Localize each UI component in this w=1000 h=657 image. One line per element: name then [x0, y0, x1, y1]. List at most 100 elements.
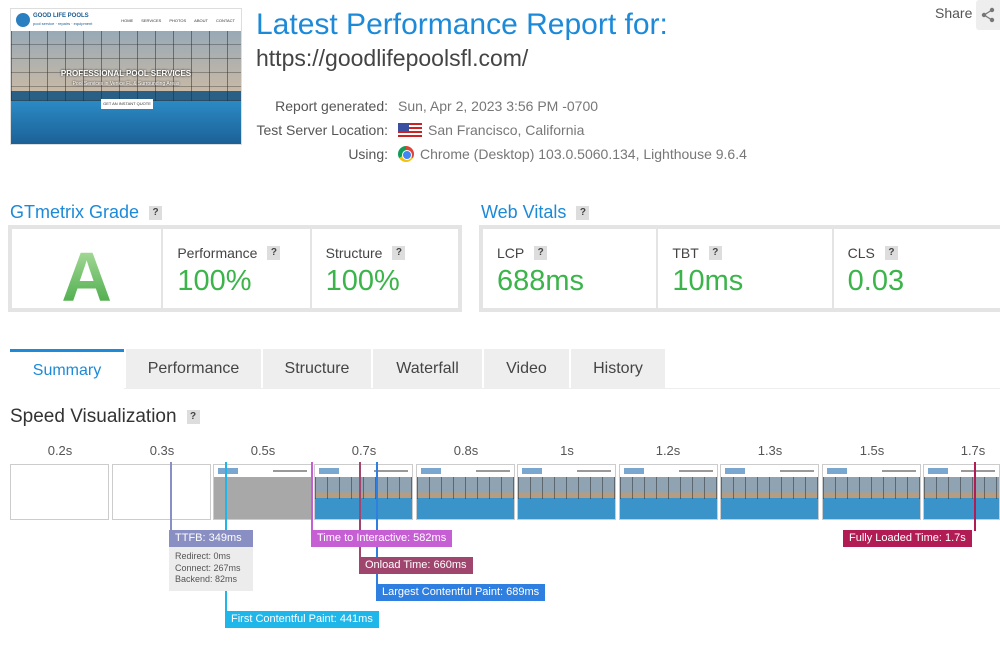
backend-time: Backend: 82ms [175, 574, 238, 584]
tab-video[interactable]: Video [484, 349, 569, 389]
thumbnail-hero-button: GET AN INSTANT QUOTE [101, 99, 153, 109]
filmstrip-frame[interactable] [923, 464, 1000, 520]
lcp-value: 688ms [497, 265, 585, 297]
cls-cell: CLS? 0.03 [833, 229, 1000, 308]
thumbnail-nav-item: SERVICES [141, 18, 162, 23]
structure-value: 100% [325, 265, 400, 297]
chrome-icon [398, 146, 414, 162]
tab-waterfall[interactable]: Waterfall [373, 349, 482, 389]
lcp-help-icon[interactable]: ? [534, 246, 548, 260]
thumbnail-nav-item: CONTACT [215, 18, 235, 23]
filmstrip-frame[interactable] [314, 464, 413, 520]
filmstrip-frame[interactable] [720, 464, 819, 520]
grade-section-title: GTmetrix Grade ? [10, 202, 163, 223]
tab-history[interactable]: History [571, 349, 665, 389]
ttfb-marker[interactable]: TTFB: 349ms [169, 530, 253, 547]
thumbnail-nav-item: PHOTOS [169, 18, 187, 23]
page-title: Latest Performance Report for: [256, 8, 668, 41]
timeline-tick: 1.3s [757, 443, 783, 458]
meta-generated: Report generated: Sun, Apr 2, 2023 3:56 … [230, 98, 830, 118]
timeline-tick: 1s [560, 443, 574, 458]
cls-value: 0.03 [847, 265, 905, 297]
redirect-time: Redirect: 0ms [175, 551, 231, 561]
onload-marker[interactable]: Onload Time: 660ms [359, 557, 473, 574]
performance-value: 100% [177, 265, 252, 297]
meta-using: Using: Chrome (Desktop) 103.0.5060.134, … [230, 146, 830, 166]
tbt-value: 10ms [672, 265, 744, 297]
timeline-tick: 0.7s [351, 443, 377, 458]
fully-loaded-line [974, 462, 976, 531]
performance-help-icon[interactable]: ? [267, 246, 281, 260]
vitals-help-icon[interactable]: ? [576, 205, 590, 220]
lcp-marker[interactable]: Largest Contentful Paint: 689ms [376, 584, 546, 601]
filmstrip-frame[interactable] [619, 464, 718, 520]
grade-help-icon[interactable]: ? [149, 205, 163, 220]
grade-title: GTmetrix Grade [10, 202, 140, 222]
tbt-help-icon[interactable]: ? [708, 246, 722, 260]
thumbnail-logo: GOOD LIFE POOLS [33, 13, 89, 19]
thumbnail-nav-item: HOME [121, 18, 134, 23]
filmstrip-frame[interactable] [517, 464, 616, 520]
speed-title: Speed Visualization [10, 406, 177, 427]
thumbnail-nav: HOME SERVICES PHOTOS ABOUT CONTACT [121, 18, 235, 23]
filmstrip-frame[interactable] [416, 464, 515, 520]
cls-help-icon[interactable]: ? [884, 246, 898, 260]
tab-summary[interactable]: Summary [10, 349, 124, 389]
speed-visualization-title: Speed Visualization ? [10, 406, 200, 428]
onload-line [359, 462, 361, 558]
tbt-label: TBT [672, 245, 699, 261]
lcp-cell: LCP? 688ms [483, 229, 657, 308]
timeline-tick: 0.5s [250, 443, 276, 458]
generated-text: Sun, Apr 2, 2023 3:56 PM -0700 [398, 98, 599, 114]
report-url[interactable]: https://goodlifepoolsfl.com/ [256, 45, 529, 71]
thumbnail-hero-subtitle: Pool Services in Venice FL & Surrounding… [72, 81, 180, 87]
tab-divider [124, 388, 1000, 389]
share-button[interactable] [976, 0, 1000, 30]
timeline-tick: 0.8s [453, 443, 479, 458]
structure-cell: Structure? 100% [311, 229, 459, 308]
speed-help-icon[interactable]: ? [186, 410, 200, 424]
vitals-section-title: Web Vitals ? [481, 202, 590, 223]
meta-location: Test Server Location: San Francisco, Cal… [230, 122, 830, 142]
tab-structure[interactable]: Structure [263, 349, 371, 389]
ttfb-detail: Redirect: 0ms Connect: 267ms Backend: 82… [169, 547, 253, 591]
tbt-cell: TBT? 10ms [658, 229, 832, 308]
thumbnail-topbar: GOOD LIFE POOLS pool service · repairs ·… [11, 9, 241, 31]
timeline-tick: 1.5s [859, 443, 885, 458]
vitals-panel: LCP? 688ms TBT? 10ms CLS? 0.03 [479, 225, 1000, 312]
filmstrip-frame[interactable] [10, 464, 109, 520]
ttfb-line [170, 462, 172, 531]
thumbnail-pool-cage [11, 31, 241, 101]
location-text: San Francisco, California [428, 122, 585, 138]
grade-cell: A [12, 229, 162, 316]
structure-label: Structure [325, 245, 383, 261]
filmstrip-frame[interactable] [112, 464, 211, 520]
lcp-label: LCP [497, 245, 525, 261]
fully-loaded-marker[interactable]: Fully Loaded Time: 1.7s [843, 530, 972, 547]
connect-time: Connect: 267ms [175, 562, 241, 573]
fcp-marker[interactable]: First Contentful Paint: 441ms [225, 611, 379, 628]
using-value: Chrome (Desktop) 103.0.5060.134, Lightho… [398, 146, 747, 162]
filmstrip-frame[interactable] [822, 464, 921, 520]
using-text: Chrome (Desktop) 103.0.5060.134, Lightho… [420, 146, 747, 162]
generated-label: Report generated: [275, 98, 388, 114]
using-label: Using: [348, 146, 388, 162]
report-tabs: Summary Performance Structure Waterfall … [10, 349, 665, 389]
performance-label: Performance [177, 245, 258, 261]
share-label[interactable]: Share [935, 5, 973, 21]
vitals-title: Web Vitals [481, 202, 567, 222]
tti-line [311, 462, 313, 531]
share-icon [981, 7, 995, 23]
structure-help-icon[interactable]: ? [392, 246, 406, 260]
location-value: San Francisco, California [398, 122, 584, 138]
thumbnail-logo-icon [16, 13, 30, 27]
tab-performance[interactable]: Performance [126, 349, 261, 389]
us-flag-icon [398, 123, 422, 137]
timeline-tick: 1.7s [960, 443, 986, 458]
filmstrip-frame[interactable] [213, 464, 312, 520]
timeline-tick: 0.3s [149, 443, 175, 458]
tti-marker[interactable]: Time to Interactive: 582ms [311, 530, 453, 547]
grade-letter: A [12, 237, 161, 317]
thumbnail-hero-title: PROFESSIONAL POOL SERVICES [60, 69, 192, 78]
generated-value: Sun, Apr 2, 2023 3:56 PM -0700 [398, 98, 598, 114]
